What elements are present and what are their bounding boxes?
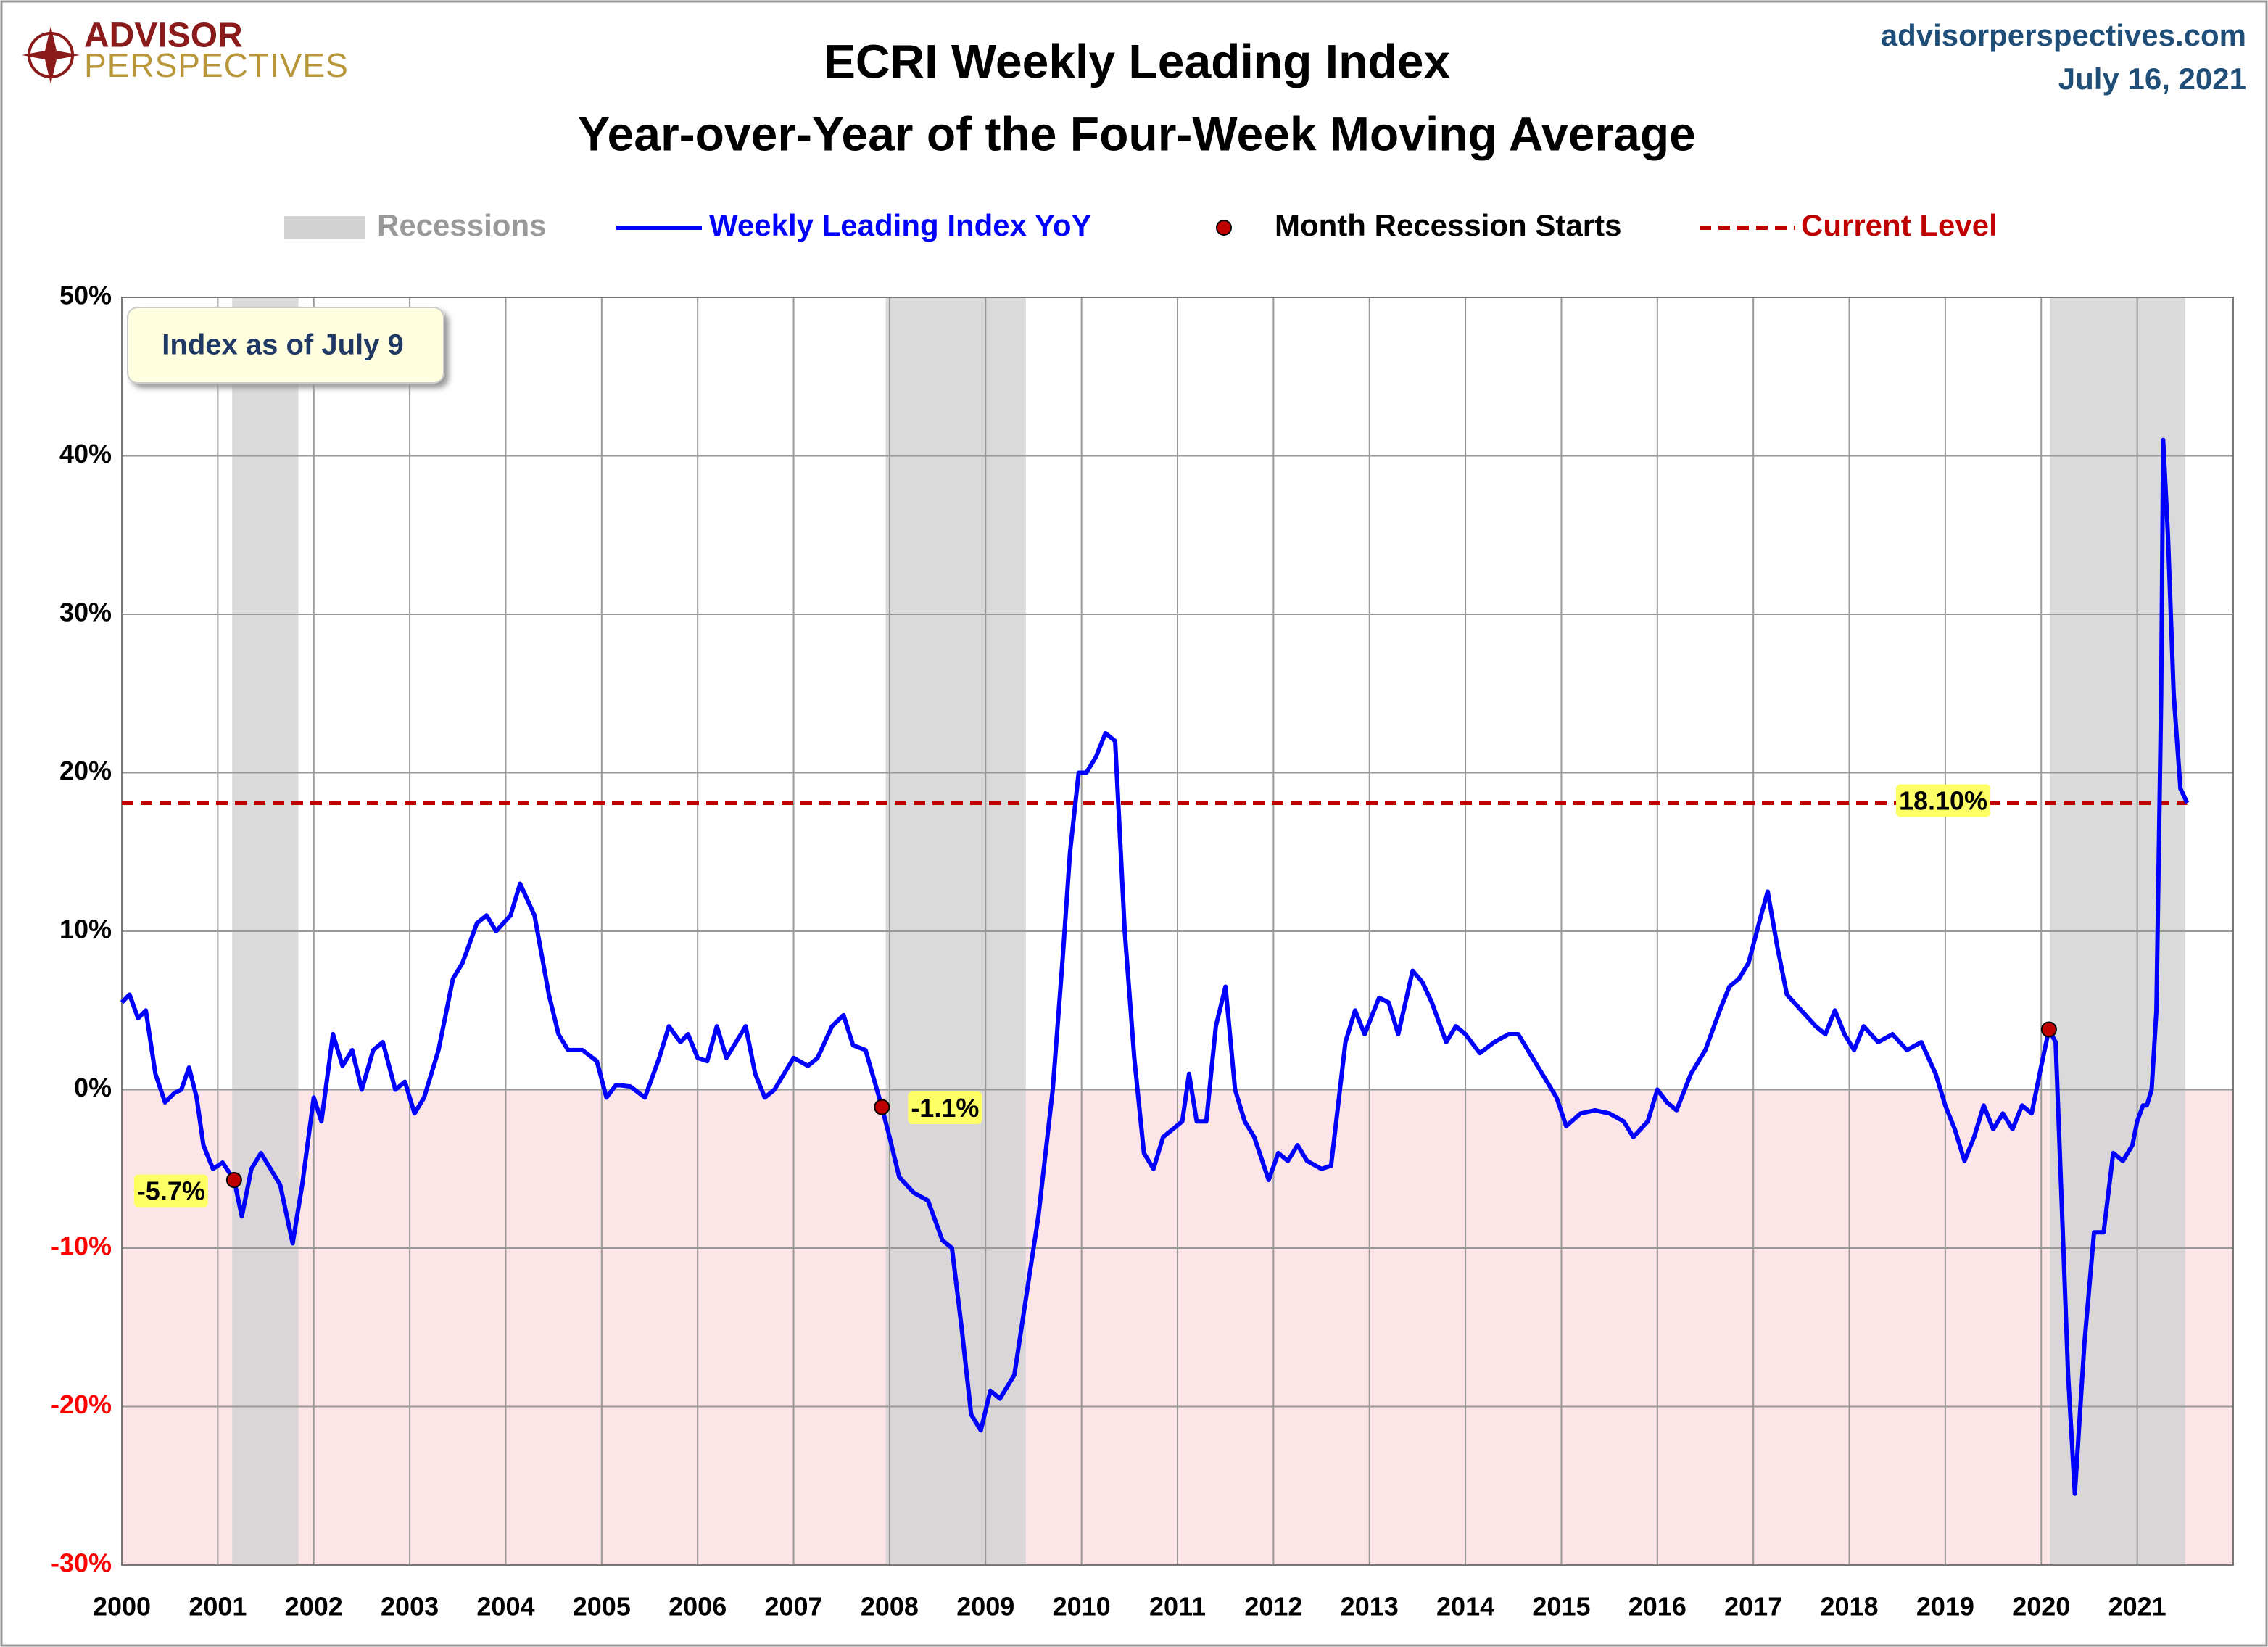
x-tick-label: 2012 bbox=[1244, 1592, 1302, 1622]
y-tick-label: -30% bbox=[51, 1548, 112, 1578]
x-tick-label: 2020 bbox=[2012, 1592, 2070, 1622]
legend-label: Month Recession Starts bbox=[1275, 208, 1621, 242]
logo: ADVISOR PERSPECTIVES bbox=[22, 17, 349, 84]
x-tick-label: 2009 bbox=[956, 1592, 1014, 1622]
x-tick-label: 2019 bbox=[1916, 1592, 1974, 1622]
chart-subtitle: Year-over-Year of the Four-Week Moving A… bbox=[578, 107, 1696, 160]
chart-title: ECRI Weekly Leading Index bbox=[824, 34, 1451, 88]
y-tick-label: 30% bbox=[59, 598, 112, 627]
plot-border bbox=[121, 297, 2234, 1566]
x-tick-label: 2014 bbox=[1436, 1592, 1494, 1622]
legend-label: Current Level bbox=[1801, 208, 1998, 242]
date: July 16, 2021 bbox=[2058, 62, 2246, 96]
value-label: 18.10% bbox=[1899, 786, 1987, 816]
y-tick-label: 10% bbox=[59, 915, 112, 944]
y-tick-label: 50% bbox=[59, 281, 112, 310]
x-tick-label: 2017 bbox=[1724, 1592, 1782, 1622]
x-tick-label: 2016 bbox=[1628, 1592, 1686, 1622]
y-tick-label: -20% bbox=[51, 1390, 112, 1419]
label-highlight bbox=[1895, 784, 1991, 817]
annotation: Index as of July 9 bbox=[162, 329, 403, 361]
label-highlight bbox=[908, 1091, 982, 1125]
x-tick-label: 2008 bbox=[861, 1592, 919, 1622]
x-tick-label: 2007 bbox=[764, 1592, 822, 1622]
recession-start-marker bbox=[2040, 1021, 2057, 1038]
recession-start-marker bbox=[225, 1172, 242, 1189]
x-tick-label: 2001 bbox=[189, 1592, 247, 1622]
logo-compass bbox=[22, 26, 80, 84]
x-tick-label: 2010 bbox=[1053, 1592, 1111, 1622]
x-tick-label: 2013 bbox=[1341, 1592, 1399, 1622]
x-tick-label: 2015 bbox=[1532, 1592, 1590, 1622]
logo-text: ADVISOR bbox=[84, 17, 243, 55]
y-tick-label: 0% bbox=[74, 1073, 112, 1102]
legend-label: Weekly Leading Index YoY bbox=[709, 208, 1092, 242]
label-highlight bbox=[133, 1174, 208, 1208]
y-tick-label: -10% bbox=[51, 1231, 112, 1261]
x-tick-label: 2011 bbox=[1149, 1592, 1206, 1622]
value-label: -1.1% bbox=[911, 1093, 979, 1123]
x-tick-label: 2000 bbox=[93, 1592, 151, 1622]
data-line bbox=[120, 437, 2190, 1496]
y-tick-label: 20% bbox=[59, 756, 112, 785]
x-tick-label: 2018 bbox=[1820, 1592, 1878, 1622]
x-tick-label: 2003 bbox=[381, 1592, 439, 1622]
site: advisorperspectives.com bbox=[1881, 18, 2246, 52]
x-tick-label: 2002 bbox=[285, 1592, 343, 1622]
recession-start-marker bbox=[874, 1099, 890, 1115]
x-tick-label: 2006 bbox=[669, 1592, 727, 1622]
value-label: -5.7% bbox=[137, 1176, 205, 1206]
legend-swatch bbox=[284, 216, 365, 239]
y-tick-label: 40% bbox=[59, 439, 112, 468]
x-tick-label: 2005 bbox=[573, 1592, 631, 1622]
annotation-box bbox=[127, 307, 444, 384]
legend-swatch bbox=[1216, 220, 1232, 236]
x-tick-label: 2004 bbox=[476, 1592, 534, 1622]
x-tick-label: 2021 bbox=[2108, 1592, 2166, 1622]
logo-text: PERSPECTIVES bbox=[84, 46, 349, 84]
legend-label: Recessions bbox=[377, 208, 546, 242]
